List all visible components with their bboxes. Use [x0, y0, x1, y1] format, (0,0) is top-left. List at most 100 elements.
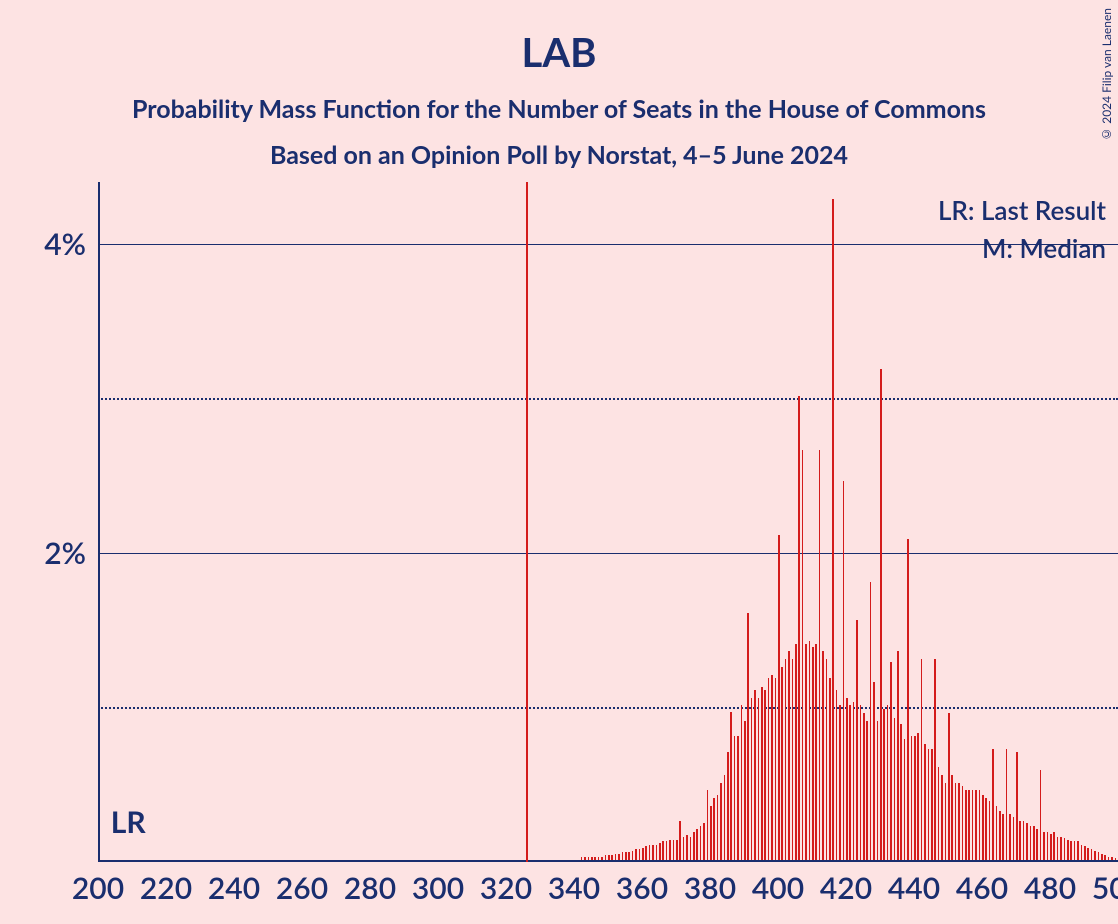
x-tick-label: 340 [548, 870, 600, 906]
pmf-bar [696, 829, 698, 860]
pmf-bar [992, 749, 994, 860]
pmf-bar [870, 582, 872, 860]
pmf-bar [1064, 838, 1066, 860]
plot-region: 2%4%200220240260280300320340360380400420… [98, 182, 1118, 862]
pmf-bar [921, 659, 923, 860]
copyright-text: © 2024 Filip van Laenen [1099, 8, 1114, 142]
x-tick-label: 460 [956, 870, 1008, 906]
pmf-bar [846, 698, 848, 860]
x-tick-label: 280 [344, 870, 396, 906]
pmf-bar [829, 678, 831, 860]
pmf-bar [1101, 854, 1103, 860]
pmf-bar [1111, 857, 1113, 860]
pmf-bar [1074, 841, 1076, 860]
pmf-bar [764, 690, 766, 860]
gridline-minor [98, 707, 1118, 709]
pmf-bar [741, 705, 743, 860]
legend-last-result: LR: Last Result [938, 194, 1106, 226]
pmf-bar [809, 641, 811, 860]
pmf-bar [1094, 851, 1096, 860]
pmf-bar [591, 857, 593, 860]
pmf-bar [975, 790, 977, 860]
pmf-bar [832, 199, 834, 860]
pmf-bar [690, 837, 692, 860]
pmf-bar [989, 801, 991, 860]
pmf-bar [849, 705, 851, 860]
pmf-bar [778, 535, 780, 860]
pmf-bar [907, 539, 909, 860]
pmf-bar [656, 845, 658, 860]
pmf-bar [785, 659, 787, 860]
main-title: LAB [0, 0, 1118, 76]
pmf-bar [792, 659, 794, 860]
pmf-bar [822, 651, 824, 860]
pmf-bar [798, 396, 800, 860]
x-tick-label: 500 [1092, 870, 1118, 906]
pmf-bar [972, 790, 974, 860]
pmf-bar [1091, 849, 1093, 860]
pmf-bar [679, 821, 681, 860]
pmf-bar [945, 783, 947, 860]
pmf-bar [642, 848, 644, 860]
pmf-bar [873, 682, 875, 860]
x-tick-label: 400 [752, 870, 804, 906]
gridline-major [98, 244, 1118, 245]
pmf-bar [584, 857, 586, 860]
pmf-bar [659, 843, 661, 860]
pmf-bar [1026, 823, 1028, 860]
pmf-bar [931, 749, 933, 860]
pmf-bar [839, 705, 841, 860]
pmf-bar [880, 369, 882, 860]
pmf-bar [911, 736, 913, 860]
pmf-bar [1057, 837, 1059, 860]
pmf-bar [652, 845, 654, 860]
pmf-bar [625, 852, 627, 860]
pmf-bar [1030, 826, 1032, 860]
pmf-bar [645, 846, 647, 860]
pmf-bar [588, 857, 590, 860]
pmf-bar [611, 855, 613, 860]
pmf-bar [601, 857, 603, 860]
pmf-bar [710, 806, 712, 860]
pmf-bar [744, 721, 746, 860]
pmf-bar [639, 849, 641, 860]
x-axis [98, 860, 1118, 862]
y-axis [98, 182, 100, 862]
pmf-bar [863, 713, 865, 860]
pmf-bar [673, 840, 675, 860]
x-tick-label: 260 [276, 870, 328, 906]
pmf-bar [928, 749, 930, 860]
pmf-bar [669, 840, 671, 860]
pmf-bar [581, 857, 583, 860]
pmf-bar [1009, 814, 1011, 860]
pmf-bar [951, 775, 953, 860]
pmf-bar [1043, 832, 1045, 860]
pmf-bar [724, 775, 726, 860]
pmf-bar [605, 855, 607, 860]
pmf-bar [914, 736, 916, 860]
pmf-bar [713, 798, 715, 860]
pmf-bar [775, 678, 777, 860]
pmf-bar [1053, 832, 1055, 860]
pmf-bar [1104, 855, 1106, 860]
pmf-bar [720, 783, 722, 860]
pmf-bar [894, 718, 896, 860]
pmf-bar [771, 675, 773, 860]
pmf-bar [1040, 770, 1042, 860]
pmf-bar [1081, 845, 1083, 860]
pmf-bar [890, 662, 892, 860]
pmf-bar [887, 705, 889, 860]
pmf-bar [1077, 841, 1079, 860]
pmf-bar [676, 840, 678, 860]
x-tick-label: 380 [684, 870, 736, 906]
pmf-bar [734, 736, 736, 860]
pmf-bar [727, 752, 729, 860]
x-tick-label: 220 [140, 870, 192, 906]
pmf-bar [758, 698, 760, 860]
subtitle-line-1: Probability Mass Function for the Number… [0, 76, 1118, 124]
pmf-bar [877, 721, 879, 860]
pmf-bar [917, 733, 919, 860]
x-tick-label: 360 [616, 870, 668, 906]
pmf-bar [948, 713, 950, 860]
pmf-bar [985, 798, 987, 860]
